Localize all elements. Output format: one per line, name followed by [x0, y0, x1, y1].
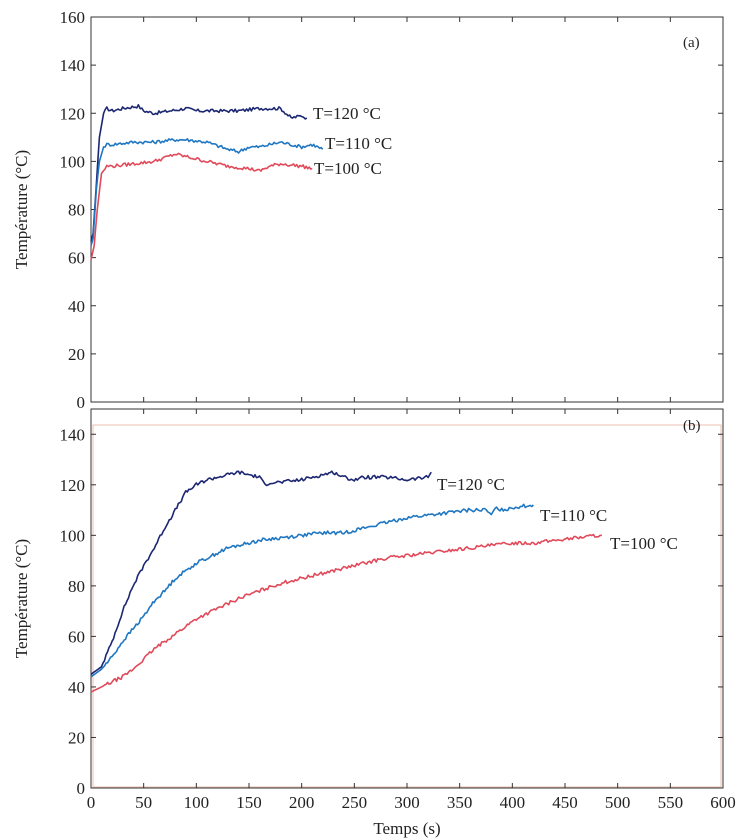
x-tick-label: 100 [184, 793, 210, 812]
series-label-T110: T=110 °C [325, 134, 392, 153]
y-tick-label: 80 [68, 201, 85, 220]
panel-a-label: (a) [683, 35, 700, 51]
y-tick-label: 0 [77, 393, 86, 412]
panel-b-series: T=120 °C T=110 °CT=100 °C [90, 470, 678, 693]
series-line-T110 [90, 503, 534, 678]
y-tick-label: 80 [68, 577, 85, 596]
panel-b-label: (b) [683, 418, 701, 434]
panel-a-y-axis: 0 20 40 60 80 100 120 140 160 [60, 8, 723, 412]
panel-a-x-axis [90, 17, 724, 402]
x-tick-label: 450 [552, 793, 578, 812]
x-tick-label: 200 [289, 793, 315, 812]
series-line-T120 [90, 470, 432, 675]
x-tick-label: 300 [394, 793, 420, 812]
x-tick-label: 400 [500, 793, 526, 812]
x-tick-label: 500 [605, 793, 631, 812]
y-tick-label: 140 [60, 425, 86, 444]
y-tick-label: 120 [60, 104, 86, 123]
panel-b-x-axis: 0 50 100 150 200 250 300 350 400 450 500 550 600 [87, 409, 736, 812]
y-tick-label: 140 [60, 56, 86, 75]
x-tick-label: 350 [447, 793, 473, 812]
series-line-T120 [90, 104, 308, 242]
panel-b: 0 20 40 60 80 100 120 140 0 50 100 150 200 250 300 350… [12, 408, 736, 838]
x-tick-label: 50 [135, 793, 152, 812]
y-tick-label: 60 [68, 249, 85, 268]
y-tick-label: 160 [60, 8, 86, 27]
y-tick-label: 20 [68, 345, 85, 364]
x-tick-label: 250 [342, 793, 368, 812]
series-line-T100 [90, 152, 313, 261]
y-tick-label: 40 [68, 297, 85, 316]
x-axis-title: Temps (s) [373, 819, 440, 838]
x-tick-label: 150 [236, 793, 262, 812]
series-label-T100: T=100 °C [610, 534, 678, 553]
panel-a-series: T=120 °C T=110 °C T=100 °C [90, 104, 392, 261]
y-tick-label: 100 [60, 526, 86, 545]
series-line-T110 [90, 138, 324, 246]
y-tick-label: 60 [68, 627, 85, 646]
panel-b-frame [90, 408, 724, 789]
series-label-T110: T=110 °C [540, 506, 607, 525]
panel-b-border [92, 424, 722, 788]
y-tick-label: 0 [77, 779, 86, 798]
panel-b-y-axis-title: Température (°C) [12, 539, 31, 658]
series-label-T120: T=120 °C [313, 104, 381, 123]
panel-a-y-axis-title: Température (°C) [12, 150, 31, 269]
series-label-T120: T=120 °C [437, 475, 505, 494]
y-tick-label: 100 [60, 152, 86, 171]
series-label-T100: T=100 °C [314, 159, 382, 178]
y-tick-label: 120 [60, 476, 86, 495]
y-tick-label: 40 [68, 678, 85, 697]
series-line-T100 [90, 533, 602, 693]
panel-b-y-axis: 0 20 40 60 80 100 120 140 [60, 425, 723, 798]
x-tick-label: 0 [87, 793, 96, 812]
panel-a-frame [90, 16, 724, 403]
x-tick-label: 600 [710, 793, 736, 812]
y-tick-label: 20 [68, 728, 85, 747]
x-tick-label: 550 [658, 793, 684, 812]
